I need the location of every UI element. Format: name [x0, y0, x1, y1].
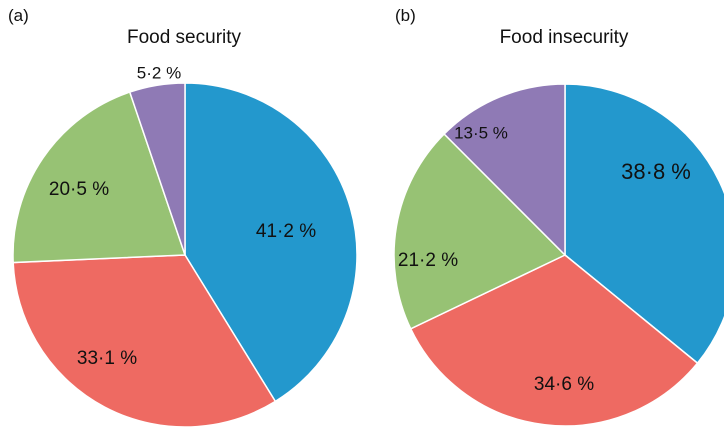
slice-34-6-label: 34·6 % — [534, 374, 594, 395]
slice-21-2-label: 21·2 % — [398, 250, 458, 271]
pie-chart-a: 41·2 % 33·1 % 20·5 % 5·2 % — [12, 63, 358, 428]
panel-label-b: (b) — [395, 6, 416, 25]
slice-20-5 — [12, 91, 187, 264]
chart-title-food-security: Food security — [126, 27, 242, 48]
slice-41-2-label: 41·2 % — [256, 221, 316, 242]
slice-34-6 — [409, 254, 699, 427]
slice-41-2 — [184, 82, 358, 403]
slice-33-1-label: 33·1 % — [77, 348, 137, 369]
slice-38-8 — [564, 83, 724, 365]
chart-title-food-insecurity: Food insecurity — [499, 27, 629, 48]
slice-5-2-label: 5·2 % — [137, 63, 181, 82]
panel-label-a: (a) — [8, 6, 29, 25]
slice-38-8-label: 38·8 % — [621, 159, 691, 184]
slice-21-2 — [393, 132, 567, 330]
slice-33-1 — [12, 254, 277, 428]
slice-13-5-label: 13·5 % — [454, 123, 508, 142]
slice-20-5-label: 20·5 % — [49, 179, 109, 200]
slice-13-5 — [443, 83, 566, 257]
pie-chart-b: 38·8 % 34·6 % 21·2 % 13·5 % — [393, 83, 724, 427]
slice-5-2 — [128, 82, 186, 256]
